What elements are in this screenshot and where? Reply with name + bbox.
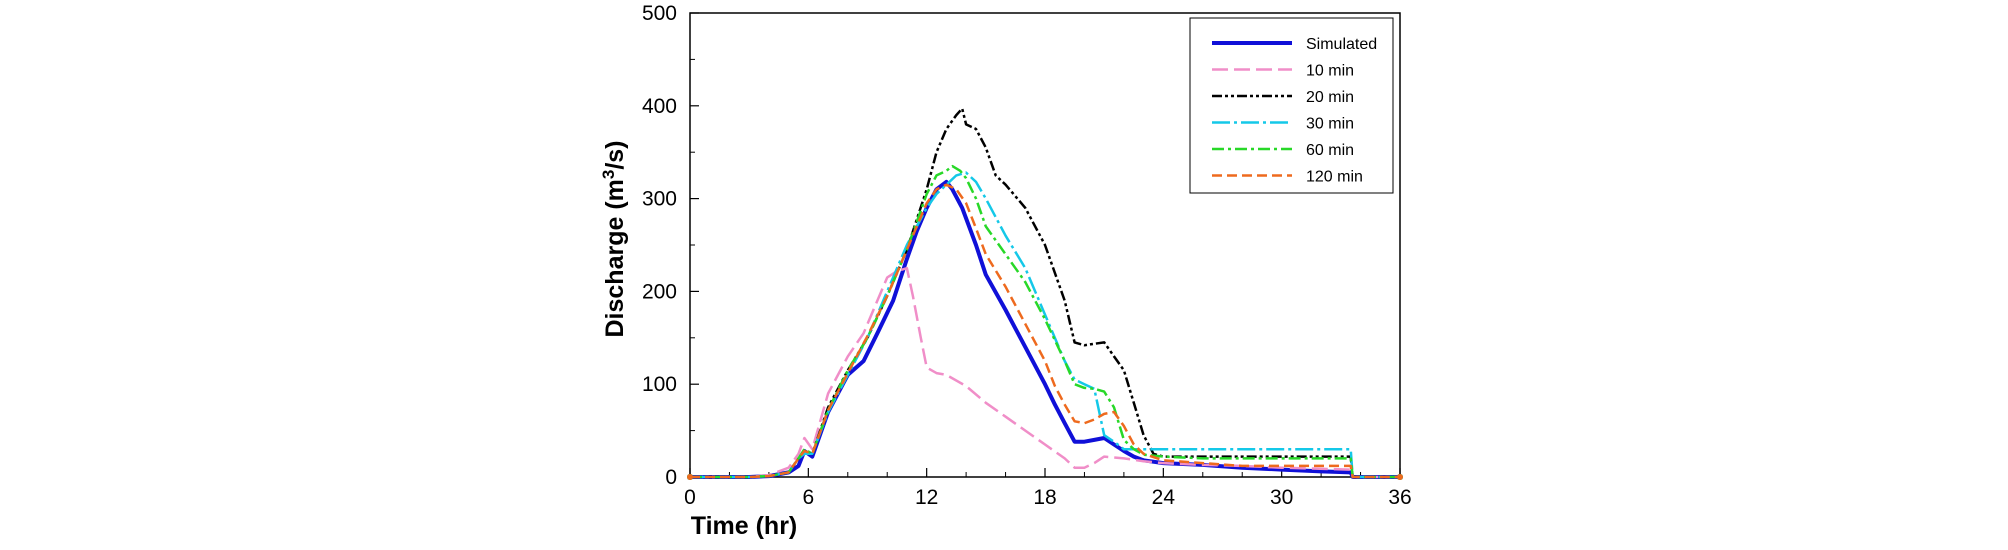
y-tick-label: 200	[642, 280, 677, 303]
legend-box	[1189, 17, 1394, 194]
y-axis-title-superscript: 3	[599, 170, 618, 179]
x-tick-label: 36	[1388, 486, 1411, 509]
x-tick-label: 0	[684, 486, 696, 509]
legend: Simulated 10 min 20 min 30 min 60 min 120 min	[1189, 17, 1394, 194]
legend-label-30-min: 30 min	[1306, 116, 1354, 133]
series-line-10-min	[690, 266, 1400, 479]
legend-label-20-min: 20 min	[1306, 89, 1354, 106]
series-line-simulated	[688, 179, 1402, 479]
series-line-60-min	[690, 164, 1400, 479]
series-endpoint	[1397, 474, 1403, 480]
x-tick-label: 18	[1033, 486, 1056, 509]
series-lines	[687, 107, 1403, 480]
series-line-30-min	[690, 171, 1400, 479]
x-tick-label: 12	[915, 486, 938, 509]
series-line-120-min	[690, 183, 1400, 479]
x-tick-label: 6	[802, 486, 814, 509]
legend-label-120-min: 120 min	[1306, 169, 1363, 186]
y-tick-label: 500	[642, 2, 677, 25]
y-tick-label: 0	[665, 466, 677, 489]
y-axis-title-main: Discharge (m	[601, 179, 629, 337]
y-tick-label: 300	[642, 188, 677, 211]
x-tick-label: 30	[1270, 486, 1293, 509]
axis-ticks: 0 6 12 18 24 30 36 0 100 200 300 400 500	[642, 2, 1412, 509]
y-axis-title: Discharge (m3/s)	[599, 140, 629, 337]
legend-label-simulated: Simulated	[1306, 36, 1377, 53]
x-tick-label: 24	[1152, 486, 1176, 509]
y-tick-label: 100	[642, 373, 677, 396]
x-axis-title: Time (hr)	[691, 512, 798, 540]
y-axis-title-end: /s)	[601, 140, 629, 169]
legend-label-60-min: 60 min	[1306, 142, 1354, 159]
y-tick-label: 400	[642, 95, 677, 118]
legend-label-10-min: 10 min	[1306, 63, 1354, 80]
series-endpoint	[687, 474, 693, 480]
